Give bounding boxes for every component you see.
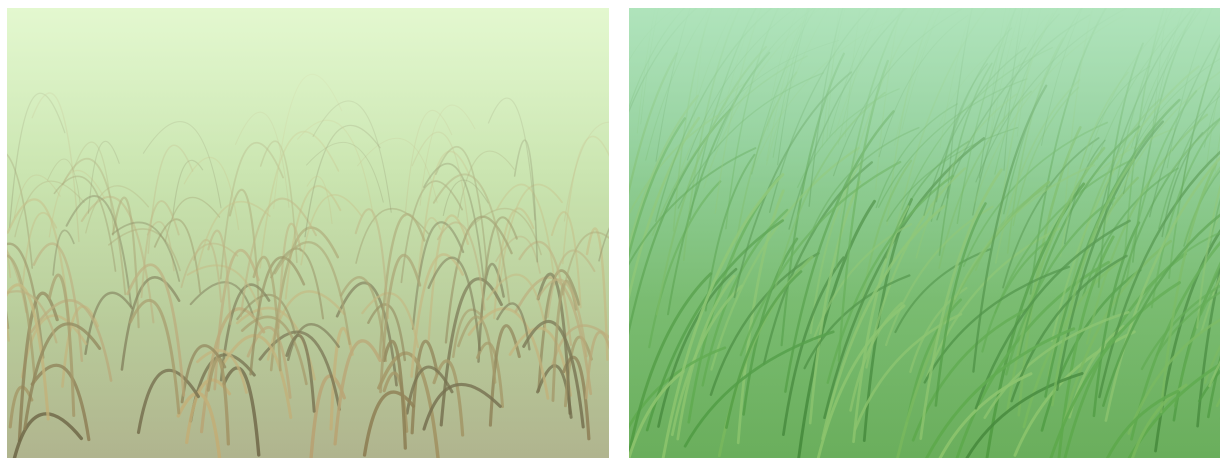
left-photo xyxy=(7,8,609,458)
haze xyxy=(7,8,609,458)
right-photo xyxy=(629,8,1220,458)
grass-blade xyxy=(7,310,10,330)
haze xyxy=(629,8,1220,458)
